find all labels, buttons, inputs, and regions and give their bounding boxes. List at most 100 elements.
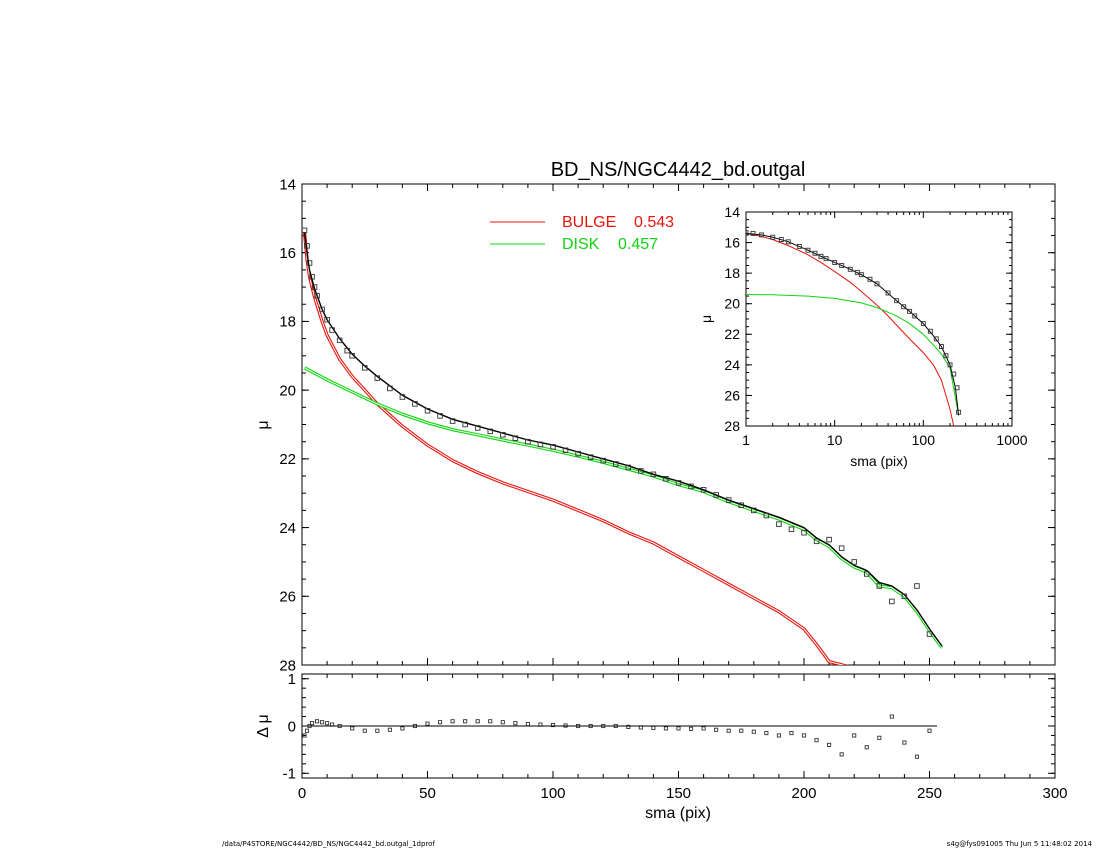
main-y-tick-label: 20: [279, 382, 296, 399]
inset-series-model-1-line: [746, 294, 960, 416]
inset-data-point: [956, 409, 962, 415]
inset-data-point: [920, 321, 926, 327]
inset-x-axis-label: sma (pix): [850, 453, 908, 469]
inset-plot-panel: μ sma (pix) 1 10 100 1000 14 16 18 20 22 24 26 28: [698, 204, 1028, 469]
main-data-point: [487, 428, 494, 435]
main-data-point: [550, 444, 556, 450]
residual-data-point: [320, 720, 325, 725]
inset-y-tick-label: 22: [724, 326, 740, 342]
main-data-point: [311, 284, 318, 290]
main-series-group: [302, 227, 944, 665]
inset-data-point: [823, 256, 829, 262]
main-data-point: [309, 274, 315, 280]
main-y-tick-label: 14: [279, 176, 296, 193]
main-data-point: [751, 507, 757, 514]
main-y-tick-label: 18: [279, 314, 296, 331]
main-y-tick-label: 16: [279, 245, 296, 262]
main-data-point: [562, 447, 569, 454]
inset-data-point: [785, 239, 791, 245]
residual-data-point: [663, 726, 668, 731]
residual-data-point: [726, 728, 731, 733]
inset-data-point: [818, 253, 824, 259]
inset-data-point: [954, 385, 960, 391]
residual-data-point: [889, 714, 894, 719]
inset-data-point: [759, 232, 765, 238]
residual-data-point: [877, 735, 882, 740]
inset-data-point: [912, 313, 918, 319]
inset-series-model-0-line: [746, 232, 955, 426]
residual-data-point: [350, 726, 355, 731]
main-series-bulge-0-line-inner: [304, 232, 845, 665]
residual-data-point: [488, 719, 493, 724]
main-data-point: [304, 243, 310, 249]
main-data-point: [324, 316, 330, 323]
residual-data-point: [463, 719, 468, 724]
residual-data-point: [701, 726, 706, 731]
residual-data-point: [839, 752, 844, 757]
main-data-point: [329, 327, 335, 333]
main-y-tick-label: 28: [279, 657, 296, 674]
inset-data-point: [812, 250, 818, 256]
main-data-point: [876, 583, 883, 589]
main-y-tick-label: 26: [279, 589, 296, 606]
residual-data-point: [550, 723, 556, 728]
main-data-point: [600, 457, 606, 464]
main-data-point: [387, 385, 393, 392]
inset-data-point: [943, 353, 949, 359]
main-data-point: [713, 492, 719, 498]
inset-data-point: [933, 336, 939, 342]
main-data-point: [525, 438, 531, 445]
inset-data-point: [951, 371, 957, 377]
inset-y-axis-label: μ: [698, 315, 714, 323]
inset-data-point: [867, 276, 873, 282]
residual-data-point: [315, 719, 320, 724]
main-y-tick-label: 22: [279, 451, 296, 468]
residual-data-point: [814, 738, 819, 743]
residual-data-point: [751, 729, 756, 734]
legend-label-disk: DISK: [562, 236, 600, 253]
main-data-point: [336, 337, 343, 344]
inset-data-point: [746, 230, 749, 236]
inset-data-point: [901, 304, 907, 310]
main-data-point: [625, 464, 632, 471]
residual-x-tick-label: 0: [298, 785, 306, 802]
main-data-point: [587, 454, 594, 460]
residual-data-point: [302, 733, 307, 738]
residual-data-point: [513, 721, 518, 726]
residual-y-axis-label: Δ μ: [255, 714, 272, 737]
main-data-point: [399, 394, 406, 400]
inset-y-tick-label: 26: [724, 387, 740, 403]
main-data-point: [826, 536, 832, 543]
footer-timestamp: s4g@fys091005 Thu Jun 5 11:48:02 2014: [946, 840, 1092, 848]
main-data-point: [613, 461, 619, 467]
residual-data-point: [525, 722, 530, 727]
main-data-point: [638, 468, 644, 474]
residual-data-point: [852, 733, 857, 738]
inset-x-tick-label: 100: [912, 432, 936, 448]
inset-data-point: [770, 234, 776, 240]
residual-data-point: [827, 742, 832, 747]
inset-data-point: [839, 263, 845, 268]
inset-y-tick-label: 16: [724, 234, 740, 250]
residual-data-point: [304, 728, 310, 733]
main-data-point: [512, 435, 519, 441]
residual-data-point: [914, 754, 919, 759]
inset-y-tick-label: 14: [724, 204, 740, 220]
main-data-point: [412, 401, 418, 407]
residual-data-point: [776, 733, 781, 738]
main-data-point: [575, 450, 581, 457]
inset-y-tick-label: 24: [724, 357, 740, 373]
residual-data-point: [764, 731, 769, 736]
footer-file-path: /data/P4STORE/NGC4442/BD_NS/NGC4442_bd.o…: [222, 840, 435, 848]
main-data-point: [838, 545, 845, 551]
inset-y-tick-label: 18: [724, 265, 740, 281]
main-data-point: [537, 441, 544, 448]
residual-data-point: [739, 728, 744, 733]
residual-data-point: [927, 728, 932, 733]
residual-y-tick-label: 1: [288, 671, 296, 688]
main-data-point: [650, 471, 657, 478]
main-data-point: [675, 480, 682, 486]
main-data-point: [302, 227, 308, 234]
residual-x-tick-label: 100: [540, 785, 565, 802]
